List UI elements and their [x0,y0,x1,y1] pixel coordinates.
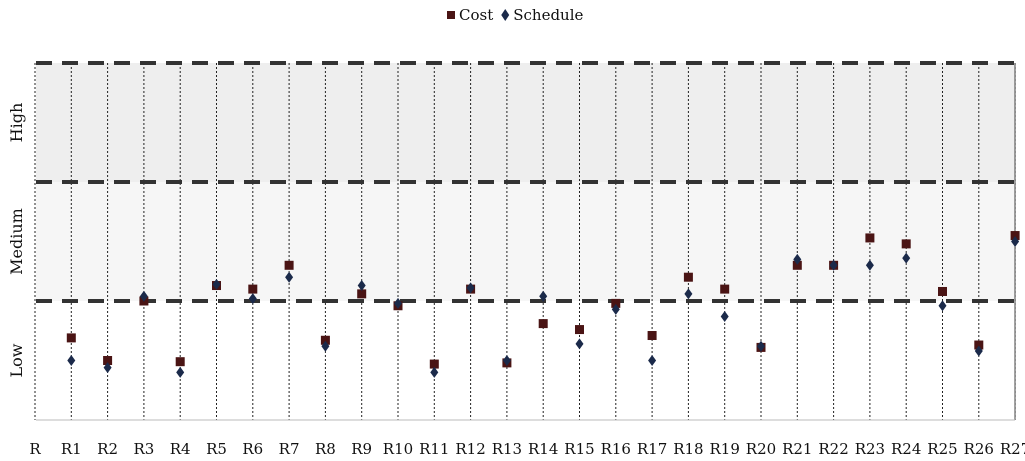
cost-point-r2 [103,356,113,365]
cost-point-r16 [611,298,621,308]
cost-point-r18 [683,272,693,282]
x-tick-r27: R27 [1000,440,1025,458]
band-medium-bg [36,182,1015,301]
x-tick-labels: R R1 R2 R3 R4 R5 R6 R7 R8 R9 R10 R11 R12 R13 R14 R15 R16… [29,440,1025,458]
cost-point-r14 [538,319,548,329]
schedule-legend-symbol [501,9,510,21]
schedule-point-r21 [793,253,802,265]
x-tick-r25: R25 [927,440,957,458]
data-markers [66,231,1020,378]
schedule-point-r11 [430,366,439,378]
schedule-point-r3 [139,290,148,302]
schedule-legend-label: Schedule [513,6,583,24]
x-tick-r26: R26 [964,440,994,458]
cost-point-r4 [175,357,185,367]
x-tick-r9: R9 [351,440,372,458]
x-tick-r20: R20 [746,440,776,458]
cost-point-r24 [901,239,911,249]
x-tick-r10: R10 [383,440,413,458]
schedule-point-r23 [865,259,874,271]
schedule-point-r4 [176,366,185,378]
schedule-point-r27 [1011,236,1020,247]
schedule-point-r24 [902,252,911,264]
cost-point-r27 [1010,231,1020,241]
schedule-point-r8 [321,340,330,352]
band-boundary-lines [36,61,1015,303]
x-tick-r3: R3 [133,440,154,458]
schedule-point-r17 [648,355,657,366]
x-tick-r16: R16 [601,440,631,458]
schedule-point-r5 [212,278,221,290]
cost-point-r25 [938,286,947,296]
x-tick-r18: R18 [673,440,703,458]
cost-point-r7 [284,260,294,270]
cost-point-r15 [575,325,584,335]
x-tick-r7: R7 [279,440,300,458]
cost-point-r6 [248,284,258,294]
band-label-low: Low [7,343,26,377]
band-backgrounds [36,63,1015,420]
x-tick-r: R [29,440,41,458]
schedule-point-r10 [394,297,402,309]
schedule-point-r18 [684,288,693,300]
cost-point-r26 [974,340,984,350]
schedule-point-r16 [611,303,620,315]
x-tick-r5: R5 [206,440,227,458]
cost-point-r19 [720,284,730,294]
legend: Cost Schedule [447,6,584,24]
x-tick-r17: R17 [637,440,667,458]
x-tick-r21: R21 [782,440,812,458]
x-tick-r13: R13 [492,440,522,458]
cost-point-r1 [66,333,76,343]
x-tick-r6: R6 [242,440,263,458]
x-tick-r12: R12 [455,440,485,458]
schedule-point-r2 [103,362,112,374]
cost-point-r8 [320,335,330,345]
schedule-point-r6 [248,293,257,305]
schedule-point-r19 [720,310,729,322]
cost-legend-label: Cost [459,6,493,24]
schedule-point-r25 [938,300,947,312]
x-tick-r24: R24 [891,440,921,458]
cost-point-r9 [357,289,367,299]
x-tick-r2: R2 [97,440,118,458]
schedule-point-r22 [829,259,838,271]
band-low-bg [36,301,1015,420]
band-label-high: High [7,103,26,143]
x-tick-r4: R4 [170,440,191,458]
schedule-point-r15 [575,338,584,350]
x-tick-r1: R1 [61,440,82,458]
x-tick-r15: R15 [564,440,594,458]
schedule-point-r1 [67,355,76,366]
band-high-bg [36,63,1015,182]
x-tick-r19: R19 [710,440,740,458]
cost-legend-symbol [447,11,455,19]
cost-point-r17 [647,331,657,341]
schedule-point-r14 [539,290,548,302]
x-tick-r22: R22 [818,440,848,458]
schedule-point-r7 [285,271,294,283]
x-tick-r23: R23 [855,440,885,458]
x-tick-r11: R11 [419,440,449,458]
schedule-point-r9 [357,280,366,292]
schedule-point-r20 [757,340,765,352]
cost-point-r11 [429,359,439,369]
x-tick-r8: R8 [315,440,336,458]
schedule-point-r12 [466,282,475,294]
band-label-medium: Medium [7,208,26,275]
schedule-point-r13 [502,355,511,366]
cost-point-r21 [792,260,802,270]
x-tick-r14: R14 [528,440,558,458]
schedule-point-r26 [974,345,983,357]
cost-point-r23 [865,233,875,243]
band-labels: Low Medium High [7,103,26,378]
